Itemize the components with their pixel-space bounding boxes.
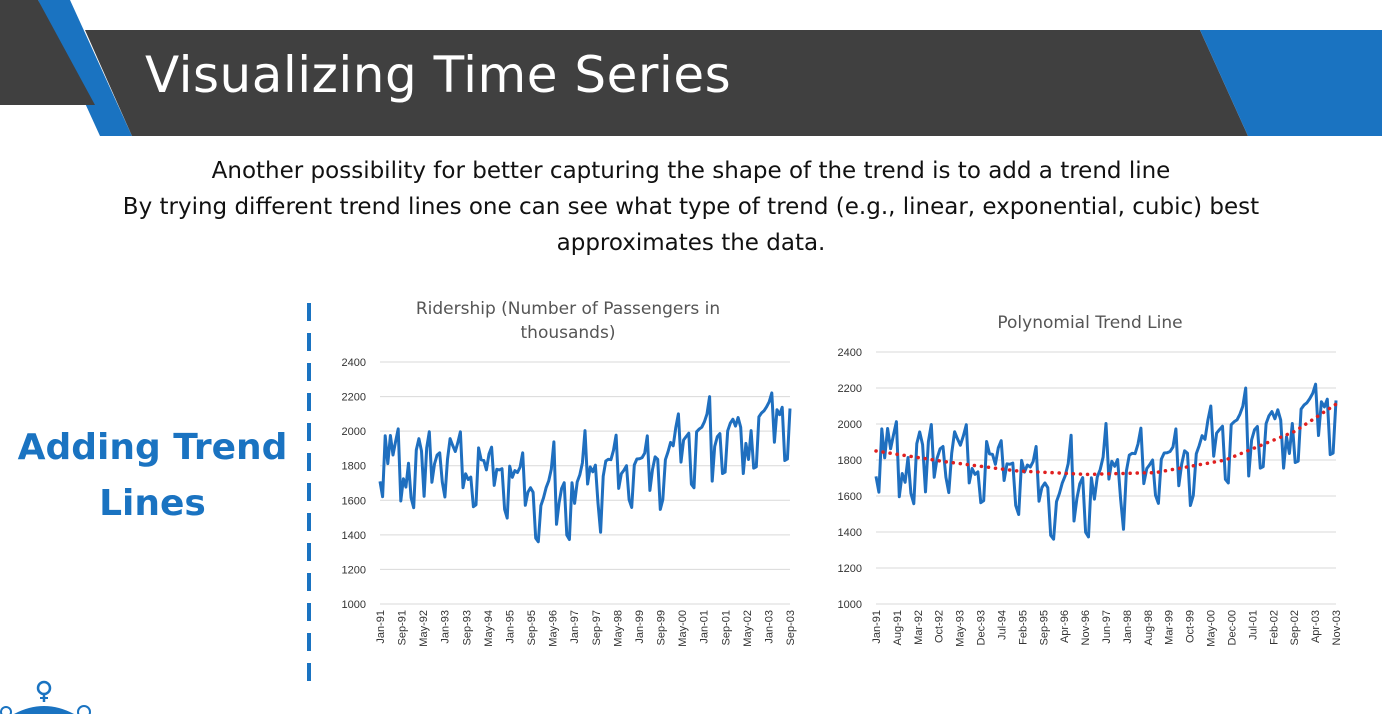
banner-bar: [85, 30, 1248, 136]
x-axis: Jan-91 Sep-91 May-92 Jan-93 Sep-93 May-94 Jan-…: [375, 610, 797, 647]
banner-accent-left-dark: [0, 0, 95, 105]
x-tick-label: Sep-95: [1038, 610, 1050, 645]
banner-accent-right-blue: [1200, 30, 1382, 136]
x-tick-label: Dec-00: [1226, 610, 1238, 645]
x-tick-label: Sep-01: [720, 610, 732, 645]
x-tick-label: Oct-92: [934, 610, 946, 643]
x-tick-label: Nov-03: [1331, 610, 1343, 645]
x-tick-label: Jan-91: [375, 610, 387, 644]
x-tick-label: May-94: [483, 610, 495, 647]
chart-title: Polynomial Trend Line: [997, 313, 1182, 333]
x-tick-label: Sep-02: [1289, 610, 1301, 645]
x-tick-label: May-93: [955, 610, 967, 647]
y-tick-label: 1000: [342, 599, 366, 611]
page-title: Visualizing Time Series: [145, 46, 732, 104]
x-tick-label: Jun-97: [1101, 610, 1113, 644]
dashed-divider: [307, 303, 311, 683]
x-tick-label: Dec-93: [976, 610, 988, 645]
y-tick-label: 1200: [838, 563, 862, 575]
lightbulb-person-icon: [0, 680, 91, 714]
y-axis: 1000 1200 1400 1600 1800 2000 2200 2400: [838, 347, 862, 611]
x-tick-label: Jan-91: [871, 610, 883, 644]
x-tick-label: Aug-91: [892, 610, 904, 645]
polynomial-trend-chart: Polynomial Trend Line 1000 1200 1400 1600 18…: [838, 313, 1343, 647]
x-tick-label: Jan-93: [440, 610, 452, 644]
y-tick-label: 2400: [342, 357, 366, 369]
x-tick-label: Feb-95: [1017, 610, 1029, 645]
y-tick-label: 1000: [838, 599, 862, 611]
x-tick-label: Apr-03: [1310, 610, 1322, 643]
x-tick-label: May-00: [677, 610, 689, 647]
x-tick-label: Sep-03: [785, 610, 797, 645]
y-tick-label: 2200: [838, 383, 862, 395]
intro-line-2: By trying different trend lines one can …: [122, 194, 1260, 256]
x-tick-label: Jan-03: [763, 610, 775, 644]
x-tick-label: Sep-99: [656, 610, 668, 645]
x-tick-label: Jan-97: [569, 610, 581, 644]
x-tick-label: May-00: [1206, 610, 1218, 647]
x-tick-label: May-98: [612, 610, 624, 647]
x-tick-label: Sep-93: [461, 610, 473, 645]
x-tick-label: Mar-92: [913, 610, 925, 645]
y-tick-label: 1200: [342, 564, 366, 576]
x-tick-label: Jan-98: [1122, 610, 1134, 644]
x-tick-label: May-96: [548, 610, 560, 647]
y-tick-label: 2400: [838, 347, 862, 359]
x-tick-label: Jan-95: [504, 610, 516, 644]
x-tick-label: Jan-99: [634, 610, 646, 644]
x-tick-label: Apr-96: [1059, 610, 1071, 643]
y-axis: 1000 1200 1400 1600 1800 2000 2200 2400: [342, 357, 366, 611]
chart-title-line-2: thousands): [521, 323, 616, 343]
y-tick-label: 2200: [342, 392, 366, 404]
x-tick-label: May-92: [418, 610, 430, 647]
chart-title-line-1: Ridership (Number of Passengers in: [416, 299, 720, 319]
ridership-series-line: [378, 391, 792, 544]
intro-line-1: Another possibility for better capturing…: [211, 158, 1171, 184]
y-tick-label: 1800: [342, 461, 366, 473]
y-tick-label: 2000: [838, 419, 862, 431]
y-tick-label: 2000: [342, 426, 366, 438]
x-tick-label: Oct-99: [1185, 610, 1197, 643]
x-tick-label: Jan-01: [699, 610, 711, 644]
x-tick-label: Sep-95: [526, 610, 538, 645]
x-tick-label: Feb-02: [1268, 610, 1280, 645]
ridership-series-line: [874, 382, 1338, 541]
ridership-chart: Ridership (Number of Passengers in thous…: [342, 299, 797, 647]
x-axis: Jan-91 Aug-91 Mar-92 Oct-92 May-93 Dec-93 Jul-…: [871, 610, 1343, 647]
x-tick-label: Nov-96: [1080, 610, 1092, 645]
x-tick-label: Jul-94: [996, 610, 1008, 640]
y-tick-label: 1600: [838, 491, 862, 503]
y-tick-label: 1800: [838, 455, 862, 467]
gridlines: [380, 361, 790, 605]
header-banner: [0, 0, 1382, 136]
y-tick-label: 1400: [838, 527, 862, 539]
x-tick-label: Aug-98: [1143, 610, 1155, 645]
y-tick-label: 1600: [342, 495, 366, 507]
section-heading: Adding Trend Lines: [17, 427, 288, 524]
series-layer: [378, 391, 792, 544]
x-tick-label: Sep-97: [591, 610, 603, 645]
x-tick-label: May-02: [742, 610, 754, 647]
x-tick-label: Sep-91: [397, 610, 409, 645]
banner-accent-left-blue: [38, 0, 132, 136]
x-tick-label: Mar-99: [1164, 610, 1176, 645]
series-layer: [874, 382, 1338, 541]
y-tick-label: 1400: [342, 530, 366, 542]
intro-text: Another possibility for better capturing…: [60, 153, 1322, 261]
x-tick-label: Jul-01: [1247, 610, 1259, 640]
